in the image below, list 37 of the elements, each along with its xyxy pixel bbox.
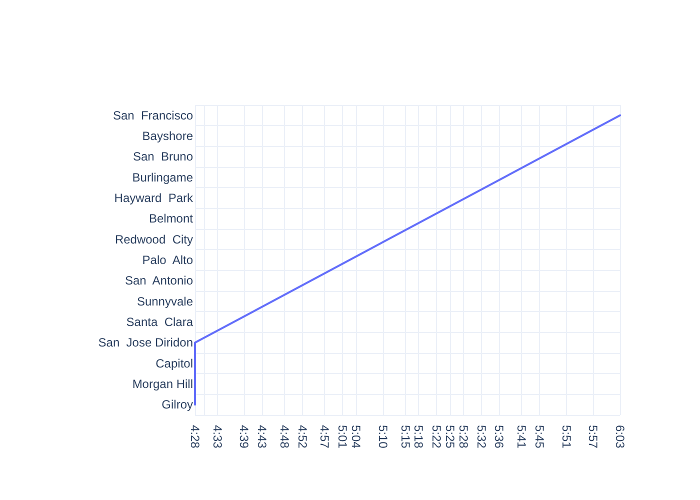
x-tick-label: 5:22 [430,425,444,449]
x-tick-label: 5:28 [456,425,470,449]
x-tick-label: 5:10 [376,425,390,449]
y-tick-label: Palo Alto [142,253,194,267]
y-tick-label: San Antonio [124,274,194,288]
y-tick-label: Redwood City [114,232,193,246]
x-tick-label: 4:43 [255,425,270,449]
x-tick-label: 5:41 [514,425,529,449]
x-tick-label: 4:52 [295,425,310,449]
x-tick-label: 5:51 [559,425,574,449]
x-tick-label: 5:45 [532,425,546,449]
x-tick-label: 4:39 [237,425,252,449]
y-tick-label: Bayshore [142,129,194,143]
y-tick-label: Capitol [156,356,193,370]
y-tick-label: Burlingame [132,170,194,184]
x-tick-label: 5:32 [474,425,488,449]
y-tick-label: San Jose Diridon [98,336,193,350]
y-tick-label: Sunnyvale [136,294,194,308]
x-tick-label: 4:57 [318,425,332,449]
y-tick-label: Hayward Park [114,191,194,205]
y-tick-label: Santa Clara [126,315,194,329]
x-tick-label: 5:18 [412,425,426,449]
x-tick-label: 5:57 [586,425,600,449]
x-tick-label: 5:15 [398,425,412,449]
y-tick-label: Gilroy [162,398,193,412]
x-tick-label: 5:25 [443,425,458,449]
x-tick-label: 4:48 [277,425,292,449]
x-tick-label: 4:33 [210,425,224,449]
x-tick-label: 4:28 [188,425,202,449]
y-tick-label: Belmont [148,212,194,226]
y-tick-label: San Francisco [112,108,194,122]
y-tick-label: San Bruno [132,150,194,164]
y-tick-label: Morgan Hill [132,377,193,391]
x-tick-label: 5:36 [492,425,506,449]
x-tick-label: 5:01 [336,425,350,449]
x-tick-label: 6:03 [613,425,627,449]
x-tick-label: 5:04 [349,425,364,449]
